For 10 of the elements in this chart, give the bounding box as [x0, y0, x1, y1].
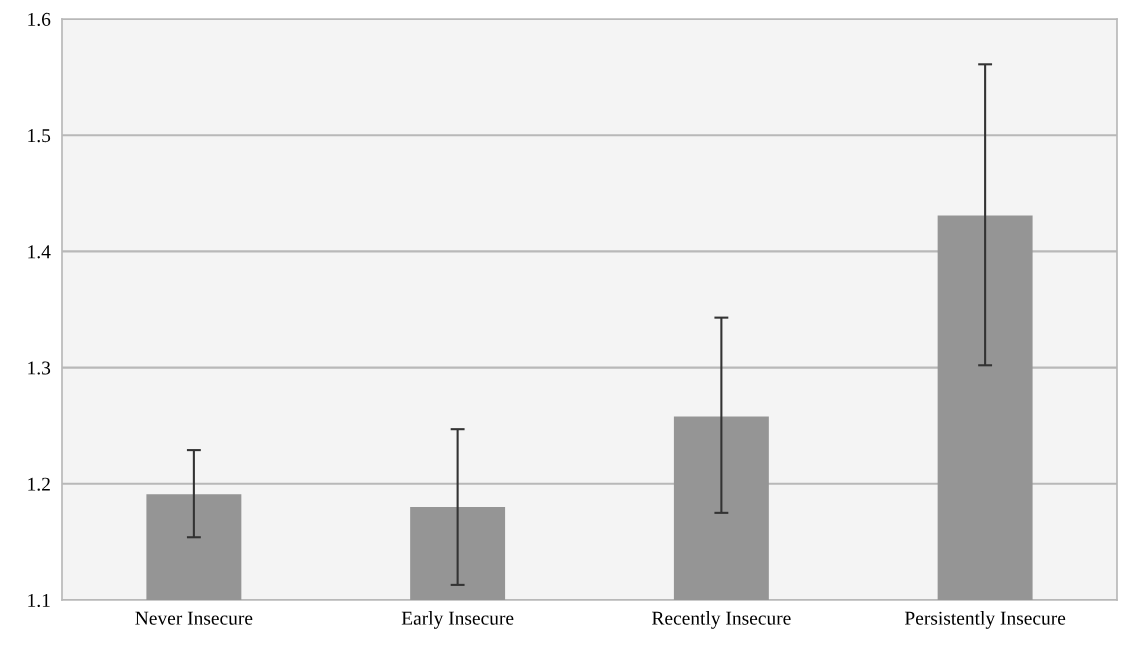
x-tick-label: Recently Insecure: [652, 611, 791, 629]
y-tick-label: 1.2: [28, 477, 50, 491]
x-tick-label: Early Insecure: [401, 611, 514, 629]
x-tick-label: Never Insecure: [135, 611, 253, 625]
y-tick-label: 1.1: [28, 593, 50, 608]
y-tick-label: 1.4: [28, 245, 51, 259]
y-tick-label: 1.3: [28, 361, 51, 375]
y-tick-label: 1.6: [28, 12, 51, 27]
x-tick-label: Persistently Insecure: [904, 611, 1066, 629]
y-tick-label: 1.5: [28, 129, 51, 143]
